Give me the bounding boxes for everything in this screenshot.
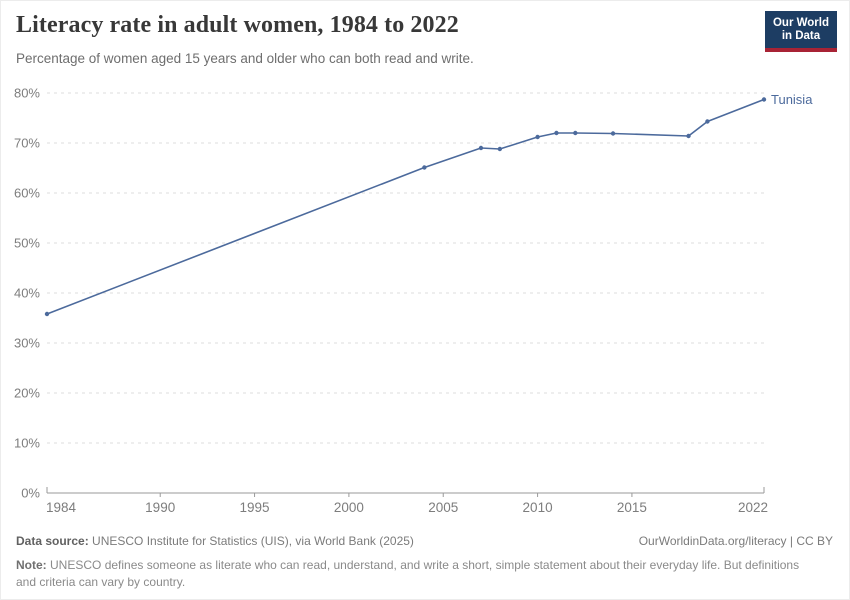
data-source-text: UNESCO Institute for Statistics (UIS), v… [92, 534, 414, 548]
data-point[interactable] [686, 133, 691, 139]
data-point[interactable] [497, 146, 503, 152]
attribution-link[interactable]: OurWorldinData.org/literacy | CC BY [638, 534, 833, 548]
x-tick-label: 1995 [240, 500, 270, 515]
y-tick-label: 80% [14, 86, 40, 101]
data-source-label: Data source: [16, 534, 89, 548]
x-tick-label: 2022 [738, 500, 768, 515]
footer-source-row: Data source: UNESCO Institute for Statis… [16, 534, 833, 548]
data-point[interactable] [761, 97, 767, 102]
y-tick-label: 40% [14, 286, 40, 301]
owid-logo-line1: Our World [772, 17, 829, 29]
y-tick-label: 50% [14, 236, 40, 251]
note-label: Note: [16, 558, 47, 572]
y-tick-label: 10% [14, 436, 40, 451]
entity-label-tunisia: Tunisia [771, 92, 813, 107]
x-tick-label: 2005 [428, 500, 458, 515]
data-point[interactable] [422, 165, 427, 170]
x-tick-label: 2015 [617, 500, 647, 515]
data-point[interactable] [478, 145, 484, 151]
series-line-tunisia[interactable] [46, 98, 765, 315]
data-point[interactable] [610, 131, 616, 136]
y-tick-label: 70% [14, 136, 40, 151]
y-tick-label: 0% [21, 486, 40, 501]
y-tick-label: 20% [14, 386, 40, 401]
x-tick-label: 1990 [145, 500, 175, 515]
data-point[interactable] [573, 130, 578, 136]
y-tick-label: 60% [14, 186, 40, 201]
y-tick-label: 30% [14, 336, 40, 351]
data-point[interactable] [535, 134, 540, 140]
chart-subtitle: Percentage of women aged 15 years and ol… [16, 51, 474, 66]
line-chart[interactable]: 0% 10% 20% 30% 40% 50% 60% 70% 80% 1984 1990 1995 20… [1, 73, 850, 533]
footer-note: Note: UNESCO defines someone as literate… [16, 557, 821, 591]
data-point[interactable] [44, 311, 50, 317]
x-tick-label: 2010 [523, 500, 553, 515]
note-text: UNESCO defines someone as literate who c… [16, 558, 800, 590]
owid-logo[interactable]: Our World in Data [764, 11, 837, 52]
x-tick-label: 1984 [46, 500, 77, 515]
page-title: Literacy rate in adult women, 1984 to 20… [16, 12, 459, 38]
x-tick-label: 2000 [334, 500, 364, 515]
owid-logo-line2: in Data [781, 30, 821, 42]
data-source: Data source: UNESCO Institute for Statis… [16, 534, 414, 548]
data-point[interactable] [554, 130, 559, 136]
data-point[interactable] [705, 119, 710, 124]
